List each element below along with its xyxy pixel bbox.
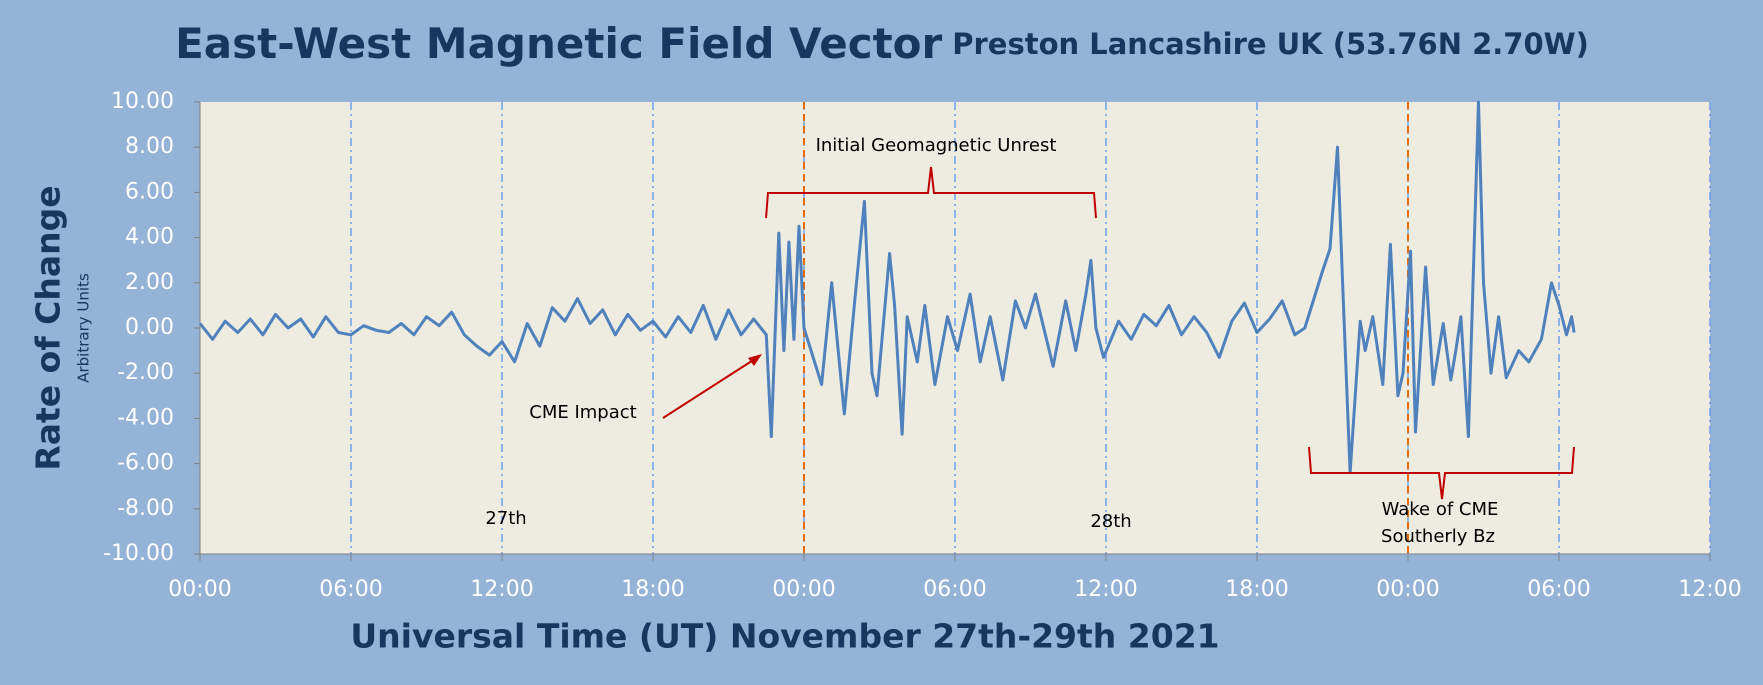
x-tick-label: 18:00 xyxy=(1225,577,1288,602)
x-tick-label: 06:00 xyxy=(319,577,382,602)
chart-subtitle: Preston Lancashire UK (53.76N 2.70W) xyxy=(952,27,1589,61)
y-tick-label: 10.00 xyxy=(111,89,174,114)
data-line xyxy=(198,100,1576,475)
y-tick-label: -8.00 xyxy=(117,496,174,521)
x-tick-label: 00:00 xyxy=(1376,577,1439,602)
arrow-head xyxy=(748,354,762,366)
annotation: CME Impact xyxy=(529,402,636,423)
y-tick-label: -6.00 xyxy=(117,451,174,476)
y-tick-label: -2.00 xyxy=(117,360,174,385)
y-axis-label: Rate of Change xyxy=(29,185,68,470)
x-tick-label: 12:00 xyxy=(1074,577,1137,602)
y-axis-sublabel: Arbitrary Units xyxy=(75,273,93,383)
bracket xyxy=(765,166,1097,219)
x-tick-label: 12:00 xyxy=(470,577,533,602)
annotation: 28th xyxy=(1090,511,1131,532)
x-tick-label: 00:00 xyxy=(168,577,231,602)
x-tick-label: 18:00 xyxy=(621,577,684,602)
x-tick-label: 00:00 xyxy=(772,577,835,602)
plot: -10.00 -8.00 -6.00 -4.00 -2.00 0.00 2.00 4.00 6.… xyxy=(103,89,1742,602)
y-tick-label: 4.00 xyxy=(125,225,174,250)
annotation: 27th xyxy=(485,508,526,529)
y-tick-label: 8.00 xyxy=(125,134,174,159)
y-tick-label: -4.00 xyxy=(117,405,174,430)
x-tick-label: 12:00 xyxy=(1678,577,1741,602)
x-tick-label: 06:00 xyxy=(1527,577,1590,602)
bracket xyxy=(1308,446,1575,500)
y-tick-label: 2.00 xyxy=(125,270,174,295)
arrow xyxy=(662,356,759,419)
chart-heading: East-West Magnetic Field Vector Preston L… xyxy=(175,19,1589,68)
chart-title: East-West Magnetic Field Vector xyxy=(175,19,942,68)
annotation: Wake of CME xyxy=(1382,499,1499,520)
x-tick-label: 06:00 xyxy=(923,577,986,602)
annotation: Southerly Bz xyxy=(1381,526,1495,547)
y-tick-label: 0.00 xyxy=(125,315,174,340)
y-tick-label: 6.00 xyxy=(125,179,174,204)
annotation: Initial Geomagnetic Unrest xyxy=(816,135,1057,156)
x-axis-label: Universal Time (UT) November 27th-29th 2… xyxy=(350,617,1219,656)
y-tick-label: -10.00 xyxy=(103,541,174,566)
